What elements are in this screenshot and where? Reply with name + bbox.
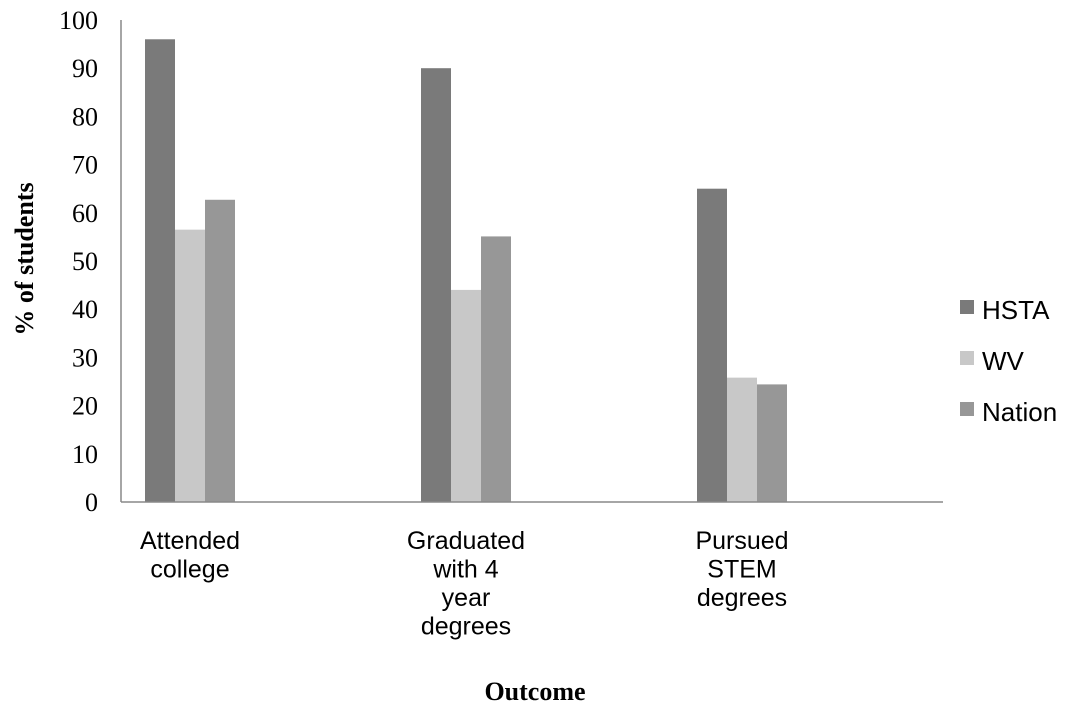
legend-label-hsta: HSTA [982, 295, 1050, 325]
category-label-line: degrees [697, 584, 787, 612]
y-tick-label: 20 [72, 392, 98, 421]
category-label-line: college [150, 556, 229, 584]
category-label-line: year [442, 584, 491, 612]
y-axis-title: % of students [10, 182, 39, 335]
bar-hsta [145, 39, 175, 502]
y-tick-label: 40 [72, 295, 98, 324]
y-tick-label: 80 [72, 102, 98, 131]
category-label: Pursued STEM degrees [695, 527, 788, 612]
category-label-line: Pursued [695, 527, 788, 555]
bars-layer [145, 39, 787, 503]
axes-layer [120, 20, 943, 503]
legend-swatch-wv [960, 351, 974, 365]
bar-hsta [421, 68, 451, 502]
category-label-line: Graduated [407, 527, 525, 555]
y-tick-label: 0 [85, 488, 98, 517]
bar-wv [175, 229, 205, 503]
y-tick-label: 70 [72, 151, 98, 180]
y-tick-labels: 0 10 20 30 40 50 60 70 80 90 100 [59, 6, 98, 517]
bar-nation [205, 199, 235, 502]
legend-label-wv: WV [982, 346, 1025, 376]
category-label: Graduated with 4 year degrees [407, 527, 525, 641]
category-label: Attended college [140, 527, 240, 584]
y-tick-label: 90 [72, 54, 98, 83]
legend-label-nation: Nation [982, 397, 1057, 427]
bar-nation [481, 236, 511, 502]
category-label-line: with 4 [432, 556, 498, 584]
legend-swatch-hsta [960, 300, 974, 314]
y-tick-label: 50 [72, 247, 98, 276]
y-tick-label: 100 [59, 6, 98, 35]
bar-nation [757, 384, 787, 502]
legend-swatch-nation [960, 402, 974, 416]
x-axis-title: Outcome [484, 677, 585, 706]
category-label-line: degrees [421, 613, 511, 641]
bar-wv [451, 289, 481, 502]
legend: HSTA WV Nation [960, 295, 1057, 427]
y-tick-label: 60 [72, 199, 98, 228]
y-tick-label: 30 [72, 343, 98, 372]
category-label-line: Attended [140, 527, 240, 555]
category-label-line: STEM [707, 556, 776, 584]
y-tick-label: 10 [72, 440, 98, 469]
bar-hsta [697, 188, 727, 502]
bar-wv [727, 377, 757, 502]
